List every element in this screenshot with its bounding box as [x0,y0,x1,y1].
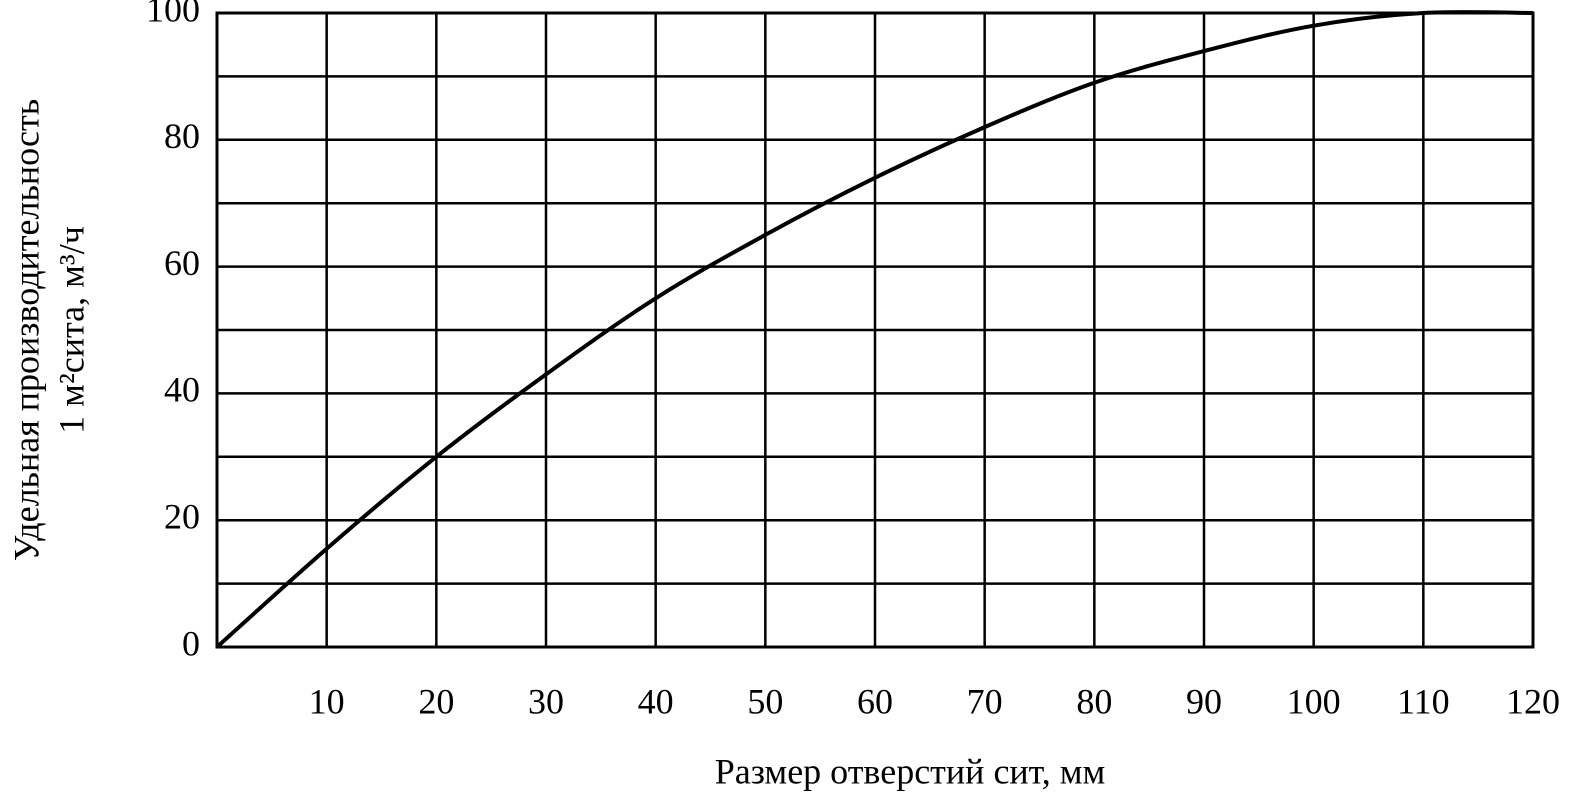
x-tick-label: 100 [1287,681,1341,721]
x-tick-label: 120 [1506,681,1560,721]
y-tick-label: 20 [164,496,200,536]
x-axis-label: Размер отверстий сит, мм [715,751,1106,791]
data-line [215,10,1534,649]
x-tick-label: 30 [528,681,564,721]
x-tick-label: 70 [967,681,1003,721]
y-axis-label: 1 м²сита, м³/ч [51,226,91,434]
x-tick-label: 110 [1397,681,1450,721]
x-tick-label: 80 [1076,681,1112,721]
y-tick-label: 0 [182,623,200,663]
x-tick-label: 20 [418,681,454,721]
x-tick-label: 40 [638,681,674,721]
y-tick-label: 100 [146,0,200,29]
x-tick-label: 90 [1186,681,1222,721]
y-axis-label: Удельная производительность [6,99,46,561]
x-tick-label: 10 [309,681,345,721]
y-tick-label: 80 [164,116,200,156]
y-tick-label: 60 [164,243,200,283]
y-tick-label: 40 [164,370,200,410]
x-tick-label: 60 [857,681,893,721]
x-tick-label: 50 [747,681,783,721]
